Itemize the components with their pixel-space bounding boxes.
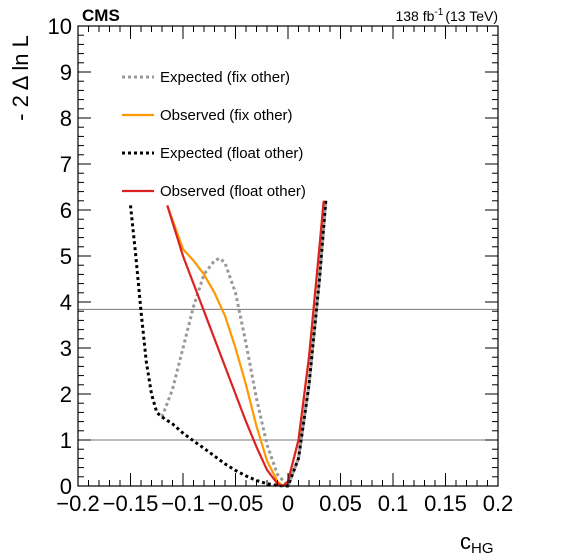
lumi-value: 138 fb	[395, 8, 434, 24]
legend-label-3: Observed (float other)	[160, 183, 306, 200]
legend-label-0: Expected (fix other)	[160, 69, 290, 86]
luminosity-label: 138 fb-1 (13 TeV)	[395, 7, 498, 24]
y-tick-label: 4	[60, 290, 72, 315]
series-line-2	[129, 200, 328, 488]
legend-label-2: Expected (float other)	[160, 145, 303, 162]
x-axis-title: cHG	[460, 529, 494, 557]
lumi-exponent: -1	[434, 7, 443, 18]
axis-ticks	[77, 25, 499, 487]
y-tick-label: 1	[60, 428, 72, 453]
series-line-0	[160, 200, 328, 488]
experiment-label: CMS	[82, 6, 120, 25]
y-tick-label: 10	[48, 14, 72, 39]
y-tick-label: 3	[60, 336, 72, 361]
y-tick-label: 0	[60, 474, 72, 499]
x-tick-label: 0.2	[483, 491, 514, 516]
series-line-3	[166, 200, 325, 488]
x-axis-title-main: c	[460, 529, 471, 554]
x-tick-label: −0.15	[103, 491, 159, 516]
x-tick-label: −0.2	[56, 491, 99, 516]
x-tick-label: 0	[282, 491, 294, 516]
legend-label-1: Observed (fix other)	[160, 107, 293, 124]
energy-label: (13 TeV)	[445, 8, 498, 24]
tick-labels: −0.2 −0.15 −0.1 −0.05 0 0.05 0.1 0.15 0.2 0 1 2 3 4 5 6…	[48, 14, 514, 516]
y-tick-label: 5	[60, 244, 72, 269]
x-tick-label: −0.05	[208, 491, 264, 516]
x-tick-label: 0.15	[424, 491, 467, 516]
series-layer	[129, 200, 328, 488]
y-tick-label: 7	[60, 152, 72, 177]
x-tick-label: 0.05	[319, 491, 362, 516]
x-tick-label: −0.1	[161, 491, 204, 516]
y-tick-label: 6	[60, 198, 72, 223]
y-tick-label: 2	[60, 382, 72, 407]
y-axis-title: - 2 Δ ln L	[8, 35, 33, 121]
y-tick-label: 9	[60, 60, 72, 85]
reference-lines	[78, 308, 498, 441]
y-tick-label: 8	[60, 106, 72, 131]
x-tick-label: 0.1	[378, 491, 409, 516]
legend: Expected (fix other) Observed (fix other)…	[122, 69, 306, 200]
x-axis-title-sub: HG	[471, 540, 494, 557]
